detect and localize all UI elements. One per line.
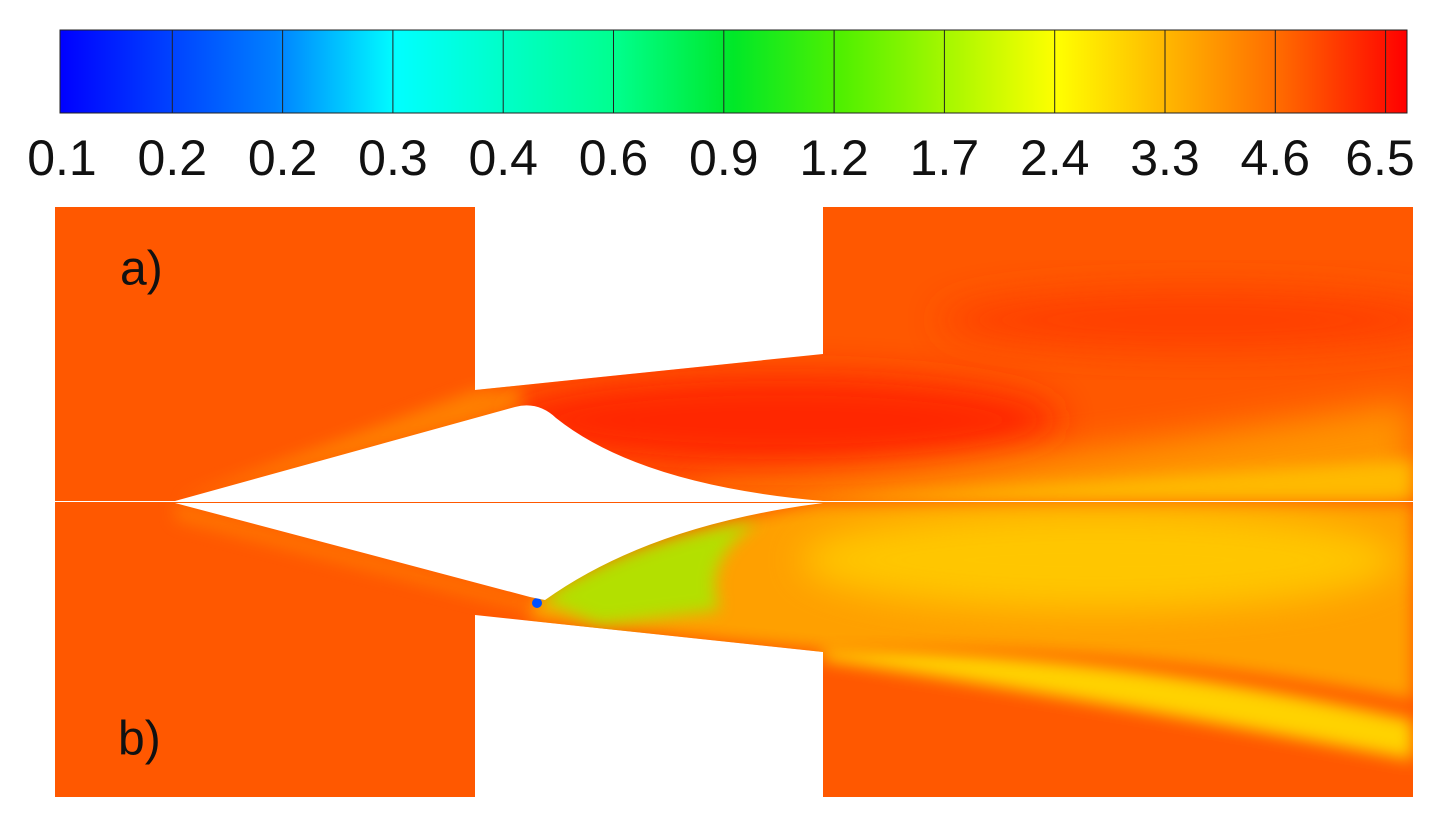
colorbar (59, 29, 1408, 114)
flow-feature (175, 388, 523, 501)
colorbar-label: 0.6 (579, 130, 649, 186)
colorbar-label: 6.5 (1345, 130, 1415, 186)
panel-label: a) (120, 243, 163, 296)
flow-feature (823, 650, 1413, 760)
panel-a: a) (55, 207, 1413, 501)
colorbar-label: 0.4 (468, 130, 538, 186)
colorbar-label: 0.3 (358, 130, 428, 186)
colorbar-label: 3.3 (1130, 130, 1200, 186)
colorbar-label: 1.7 (910, 130, 980, 186)
flow-feature (940, 290, 1413, 350)
colorbar-label: 0.9 (689, 130, 759, 186)
colorbar-gradient (59, 29, 1408, 114)
colorbar-label: 2.4 (1020, 130, 1090, 186)
colorbar-label: 1.2 (799, 130, 869, 186)
flow-feature (532, 598, 542, 608)
colorbar-label: 0.2 (138, 130, 208, 186)
flow-feature (540, 520, 760, 625)
flow-feature (175, 502, 530, 612)
flow-feature (500, 375, 1060, 465)
panel-b: b) (55, 502, 1413, 797)
colorbar-label: 0.1 (27, 130, 97, 186)
colorbar-label: 0.2 (248, 130, 318, 186)
wedge (175, 405, 823, 501)
flow-feature (800, 510, 1400, 610)
colorbar-label: 4.6 (1241, 130, 1311, 186)
wedge (175, 503, 823, 600)
flow-feature (780, 460, 1413, 501)
panel-label: b) (118, 713, 161, 766)
